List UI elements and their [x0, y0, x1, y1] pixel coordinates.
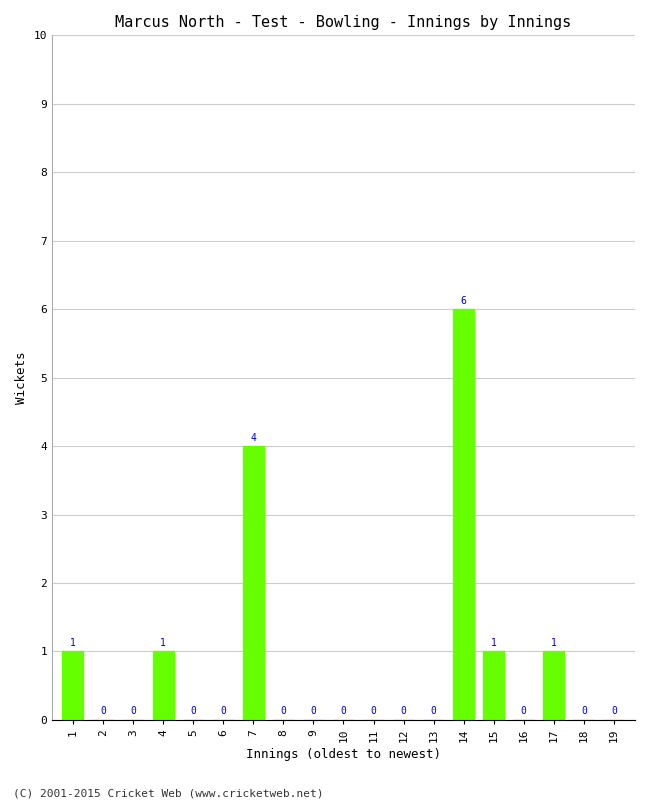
Bar [153, 651, 174, 720]
Text: 0: 0 [521, 706, 526, 717]
Text: 0: 0 [581, 706, 587, 717]
Text: 0: 0 [280, 706, 286, 717]
Y-axis label: Wickets: Wickets [15, 351, 28, 404]
Text: 0: 0 [100, 706, 106, 717]
Text: 0: 0 [611, 706, 617, 717]
Text: 0: 0 [341, 706, 346, 717]
X-axis label: Innings (oldest to newest): Innings (oldest to newest) [246, 748, 441, 761]
Bar [242, 446, 264, 720]
Text: 1: 1 [160, 638, 166, 648]
Text: 0: 0 [370, 706, 376, 717]
Text: 0: 0 [220, 706, 226, 717]
Text: 0: 0 [130, 706, 136, 717]
Title: Marcus North - Test - Bowling - Innings by Innings: Marcus North - Test - Bowling - Innings … [115, 15, 571, 30]
Text: 1: 1 [70, 638, 76, 648]
Text: 0: 0 [190, 706, 196, 717]
Text: 1: 1 [551, 638, 557, 648]
Text: 0: 0 [400, 706, 406, 717]
Bar [483, 651, 504, 720]
Text: 0: 0 [431, 706, 437, 717]
Bar [543, 651, 564, 720]
Text: 1: 1 [491, 638, 497, 648]
Bar [62, 651, 83, 720]
Bar [453, 309, 474, 720]
Text: (C) 2001-2015 Cricket Web (www.cricketweb.net): (C) 2001-2015 Cricket Web (www.cricketwe… [13, 788, 324, 798]
Text: 4: 4 [250, 433, 256, 442]
Text: 6: 6 [461, 296, 467, 306]
Text: 0: 0 [311, 706, 317, 717]
